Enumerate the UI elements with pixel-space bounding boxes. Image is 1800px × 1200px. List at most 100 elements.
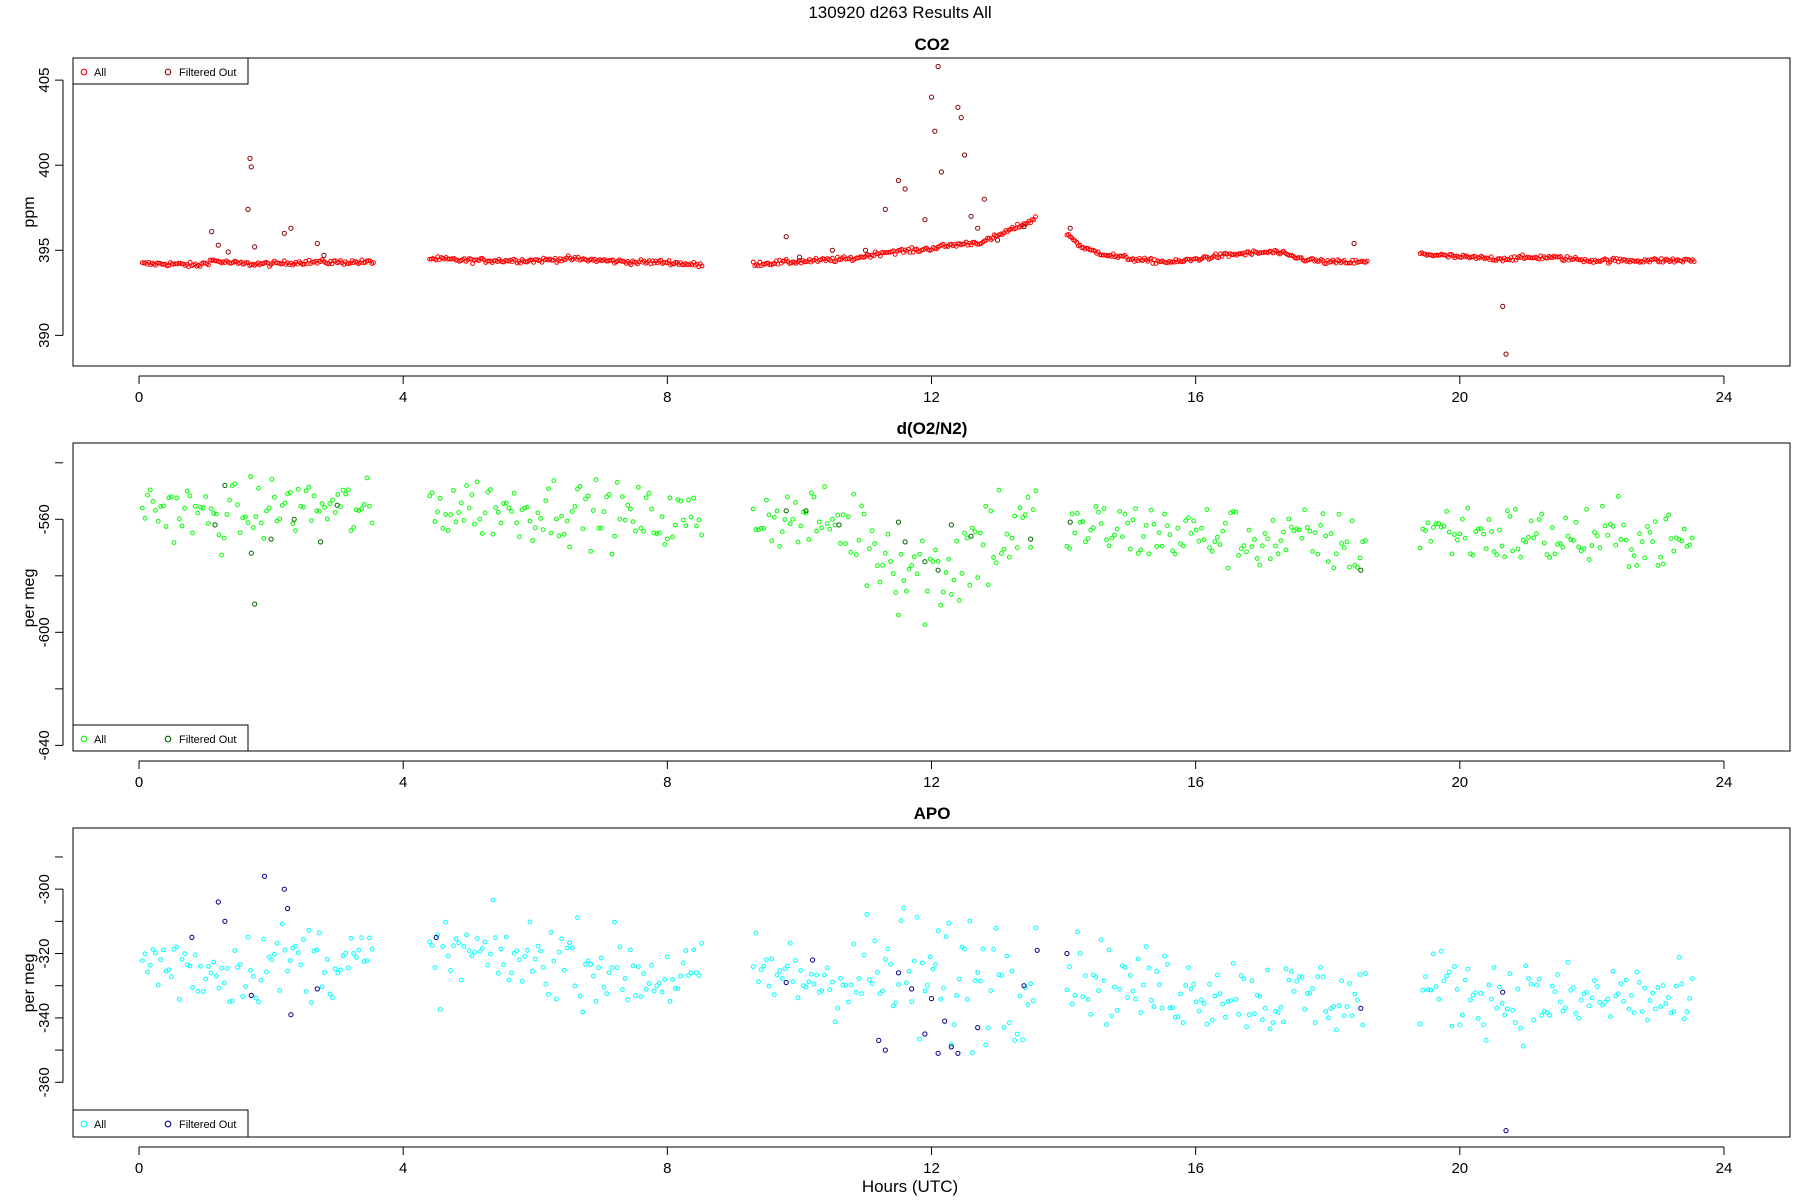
o2n2-point-all	[311, 493, 317, 499]
o2n2-point-all	[1642, 555, 1648, 561]
o2n2-point-all	[827, 526, 833, 532]
o2n2-point-all	[1022, 512, 1028, 517]
o2n2-point-all	[898, 551, 904, 557]
apo-point-all	[1296, 974, 1302, 979]
apo-point-all	[1320, 974, 1326, 980]
o2n2-point-all	[1233, 509, 1239, 515]
o2n2-point-filtered	[318, 539, 324, 545]
o2n2-point-all	[848, 549, 854, 555]
apo-point-all	[1323, 1009, 1329, 1014]
o2n2-point-all	[538, 516, 543, 521]
co2-point-all	[877, 253, 883, 259]
o2n2-point-all	[293, 528, 298, 534]
o2n2-point-all	[556, 533, 562, 539]
o2n2-panel: d(O2/N2) per meg 0 4 8 12 16 20 24 -640 -600 -560…	[21, 419, 1791, 791]
o2n2-point-all	[1127, 546, 1133, 552]
o2n2-x-tick-label: 12	[923, 774, 940, 791]
o2n2-point-all	[925, 588, 930, 594]
apo-point-all	[596, 965, 602, 971]
apo-y-tick-label: -360	[36, 1067, 53, 1097]
apo-point-all	[872, 938, 878, 944]
o2n2-point-all	[1077, 519, 1083, 525]
apo-point-all	[1578, 997, 1584, 1003]
o2n2-point-all	[198, 505, 203, 510]
o2n2-point-all	[314, 508, 320, 514]
o2n2-point-all	[1069, 511, 1075, 517]
o2n2-legend: All Filtered Out	[72, 724, 249, 752]
apo-point-all	[501, 962, 507, 967]
o2n2-point-all	[993, 560, 999, 566]
co2-point-all	[539, 259, 545, 265]
o2n2-point-all	[983, 503, 989, 509]
apo-point-all	[1441, 978, 1447, 984]
o2n2-point-all	[1162, 511, 1167, 517]
co2-point-all	[300, 262, 305, 267]
apo-point-all	[327, 991, 333, 997]
apo-point-all	[1341, 1013, 1347, 1019]
co2-point-filtered	[882, 206, 888, 212]
o2n2-point-all	[301, 504, 306, 510]
apo-point-all	[227, 999, 232, 1005]
apo-point-all	[435, 932, 440, 938]
apo-point-all	[911, 958, 917, 964]
apo-point-all	[785, 963, 790, 969]
o2n2-point-all	[649, 506, 654, 512]
o2n2-point-all	[1012, 513, 1018, 519]
o2n2-point-all	[1230, 509, 1236, 515]
o2n2-point-all	[524, 504, 530, 510]
o2n2-point-all	[1312, 530, 1318, 535]
apo-point-all	[466, 948, 472, 954]
o2n2-point-all	[182, 505, 188, 511]
o2n2-point-all	[859, 503, 864, 509]
o2n2-point-all	[1067, 545, 1072, 551]
apo-point-all	[1634, 969, 1640, 975]
apo-point-all	[472, 949, 477, 955]
apo-x-tick-label: 16	[1187, 1160, 1204, 1177]
o2n2-point-all	[1217, 542, 1223, 547]
o2n2-point-filtered	[248, 550, 254, 556]
apo-point-all	[1088, 1011, 1094, 1017]
apo-point-all	[1352, 991, 1358, 997]
o2n2-point-all	[1223, 520, 1228, 526]
o2n2-point-all	[1499, 543, 1505, 549]
apo-point-all	[983, 1042, 989, 1048]
o2n2-point-all	[1083, 539, 1088, 545]
o2n2-point-all	[662, 542, 668, 547]
apo-point-all	[1618, 981, 1624, 987]
apo-point-all	[1326, 1015, 1331, 1021]
o2n2-point-all	[1626, 564, 1632, 569]
o2n2-point-all	[282, 500, 288, 506]
o2n2-point-filtered	[948, 522, 954, 528]
co2-point-filtered	[935, 63, 941, 70]
apo-point-all	[1217, 991, 1223, 996]
apo-point-all	[614, 965, 620, 970]
apo-point-all	[1592, 978, 1597, 983]
apo-point-all	[240, 994, 246, 999]
o2n2-point-all	[1170, 548, 1175, 554]
apo-point-all	[864, 911, 870, 917]
apo-point-all	[200, 989, 206, 994]
o2n2-point-all	[250, 525, 256, 530]
o2n2-point-all	[593, 477, 599, 483]
o2n2-point-all	[1344, 539, 1350, 545]
apo-point-all	[893, 1000, 899, 1006]
apo-point-all	[1468, 997, 1473, 1003]
co2-point-all	[1214, 255, 1220, 261]
apo-point-filtered	[1021, 983, 1027, 989]
o2n2-point-all	[495, 510, 501, 515]
apo-point-all	[1183, 983, 1189, 988]
o2n2-point-all	[591, 508, 596, 513]
o2n2-point-all	[490, 531, 496, 537]
o2n2-point-all	[1515, 546, 1521, 552]
o2n2-point-all	[956, 598, 962, 603]
o2n2-point-all	[1618, 537, 1624, 542]
apo-point-filtered	[433, 934, 439, 941]
o2n2-point-all	[975, 575, 981, 580]
o2n2-point-filtered	[212, 522, 218, 528]
apo-point-all	[840, 982, 846, 988]
apo-point-all	[927, 954, 933, 960]
o2n2-point-all	[601, 509, 607, 515]
apo-point-filtered	[810, 957, 816, 963]
apo-point-all	[790, 979, 796, 984]
apo-point-all	[361, 959, 367, 964]
